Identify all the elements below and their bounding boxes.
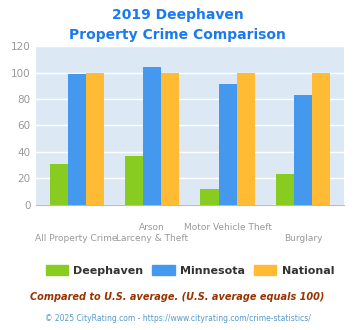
- Text: All Property Crime: All Property Crime: [36, 234, 118, 243]
- Bar: [237, 73, 255, 205]
- Bar: [294, 95, 312, 205]
- Bar: [50, 164, 68, 205]
- Text: © 2025 CityRating.com - https://www.cityrating.com/crime-statistics/: © 2025 CityRating.com - https://www.city…: [45, 314, 310, 323]
- Bar: [86, 73, 104, 205]
- Text: Property Crime Comparison: Property Crime Comparison: [69, 28, 286, 42]
- Text: Larceny & Theft: Larceny & Theft: [116, 234, 188, 243]
- Legend: Deephaven, Minnesota, National: Deephaven, Minnesota, National: [41, 261, 339, 280]
- Bar: [161, 73, 179, 205]
- Text: 2019 Deephaven: 2019 Deephaven: [111, 8, 244, 22]
- Bar: [68, 74, 86, 205]
- Text: Burglary: Burglary: [284, 234, 322, 243]
- Bar: [312, 73, 330, 205]
- Bar: [219, 84, 237, 205]
- Text: Arson: Arson: [139, 223, 165, 232]
- Text: Motor Vehicle Theft: Motor Vehicle Theft: [184, 223, 272, 232]
- Bar: [276, 174, 294, 205]
- Text: Compared to U.S. average. (U.S. average equals 100): Compared to U.S. average. (U.S. average …: [30, 292, 325, 302]
- Bar: [143, 67, 161, 205]
- Bar: [201, 189, 219, 205]
- Bar: [125, 156, 143, 205]
